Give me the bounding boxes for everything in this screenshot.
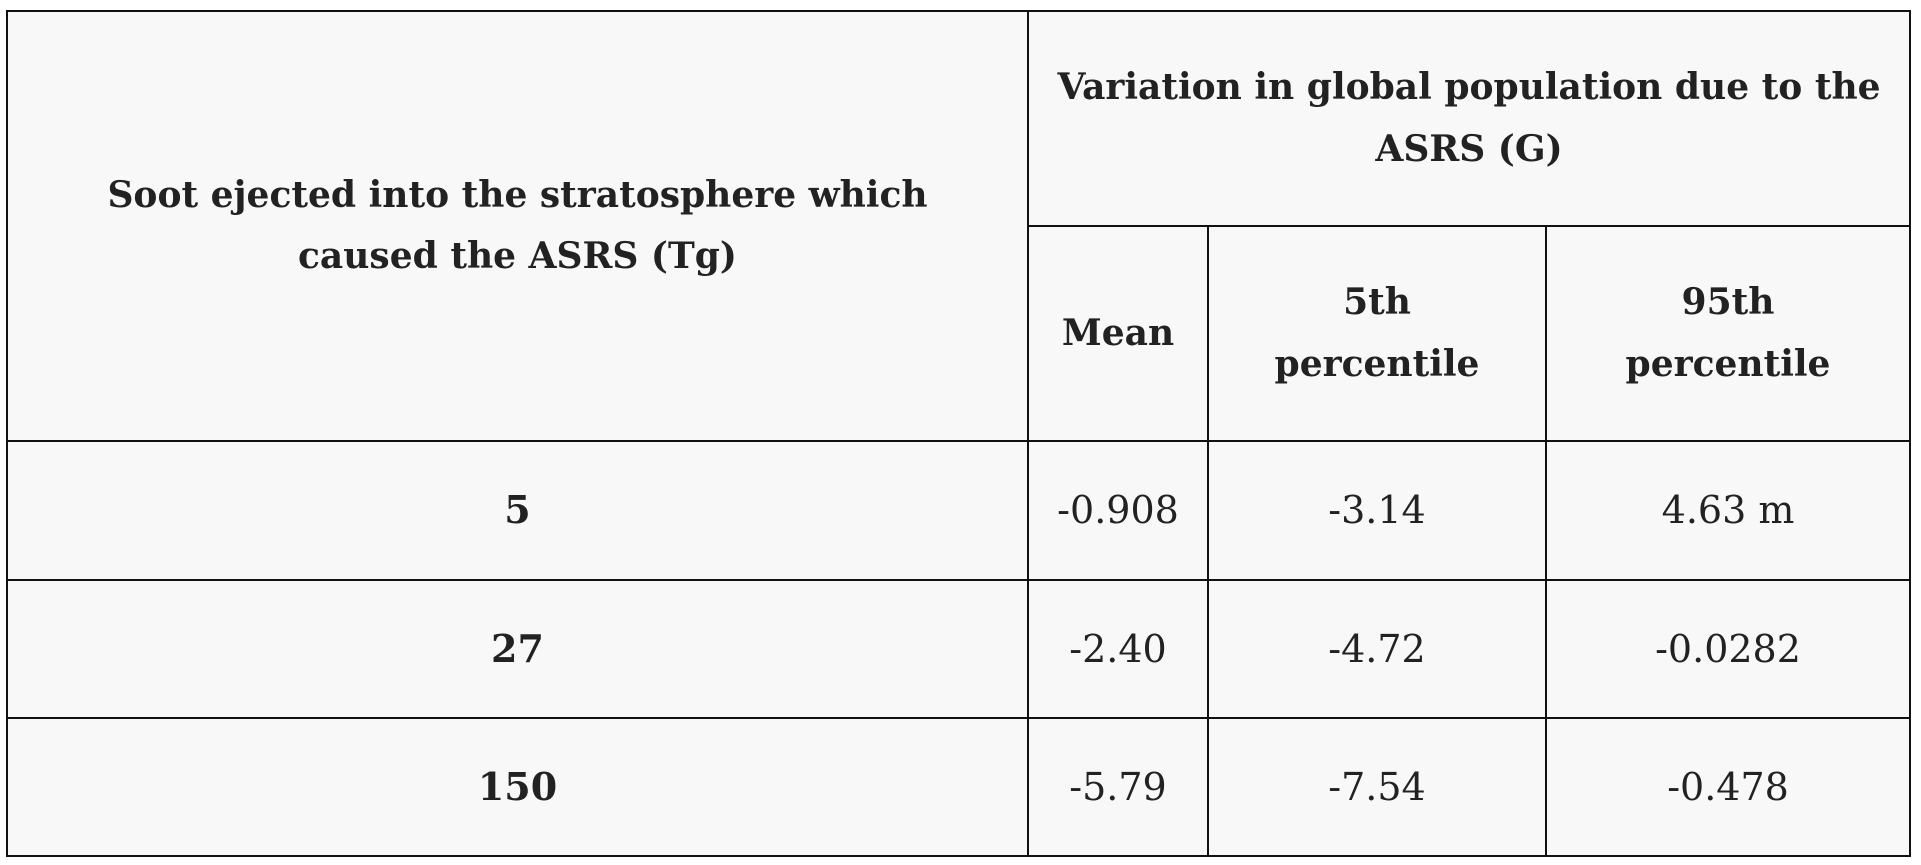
row-label: 150 [6,717,1029,857]
cell: -0.0282 [1544,579,1912,719]
column-header: Mean [1027,225,1209,442]
cell: -3.14 [1207,440,1547,581]
cell: -2.40 [1027,579,1209,719]
cell: -0.478 [1544,717,1912,857]
cell: -4.72 [1207,579,1547,719]
row-label-header: Soot ejected into the stratosphere which… [6,10,1029,442]
column-header: 5th percentile [1207,225,1547,442]
cell: -7.54 [1207,717,1547,857]
column-header: 95th percentile [1544,225,1912,442]
data-table: Soot ejected into the stratosphere which… [6,10,1912,857]
row-label: 5 [6,440,1029,581]
cell: -0.908 [1027,440,1209,581]
cell: 4.63 m [1544,440,1912,581]
cell: -5.79 [1027,717,1209,857]
row-label: 27 [6,579,1029,719]
group-header: Variation in global population due to th… [1026,10,1912,227]
